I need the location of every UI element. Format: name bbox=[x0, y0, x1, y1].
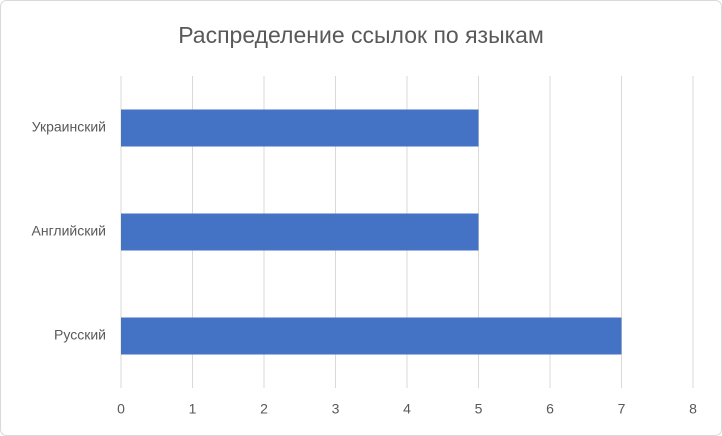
x-tick-label: 2 bbox=[260, 401, 268, 417]
bar bbox=[121, 213, 479, 251]
x-tick-label: 3 bbox=[332, 401, 340, 417]
x-tick-label: 1 bbox=[189, 401, 197, 417]
bar bbox=[121, 109, 479, 147]
bar bbox=[121, 317, 622, 355]
x-tick-label: 8 bbox=[689, 401, 697, 417]
x-tick-label: 0 bbox=[117, 401, 125, 417]
y-tick-label: Английский bbox=[32, 223, 106, 239]
y-tick-label: Русский bbox=[54, 327, 106, 343]
y-tick-label: Украинский bbox=[32, 119, 106, 135]
x-tick-label: 6 bbox=[546, 401, 554, 417]
x-tick-label: 7 bbox=[618, 401, 626, 417]
chart-title: Распределение ссылок по языкам bbox=[178, 22, 544, 48]
x-tick-label: 4 bbox=[403, 401, 411, 417]
x-tick-label: 5 bbox=[475, 401, 483, 417]
